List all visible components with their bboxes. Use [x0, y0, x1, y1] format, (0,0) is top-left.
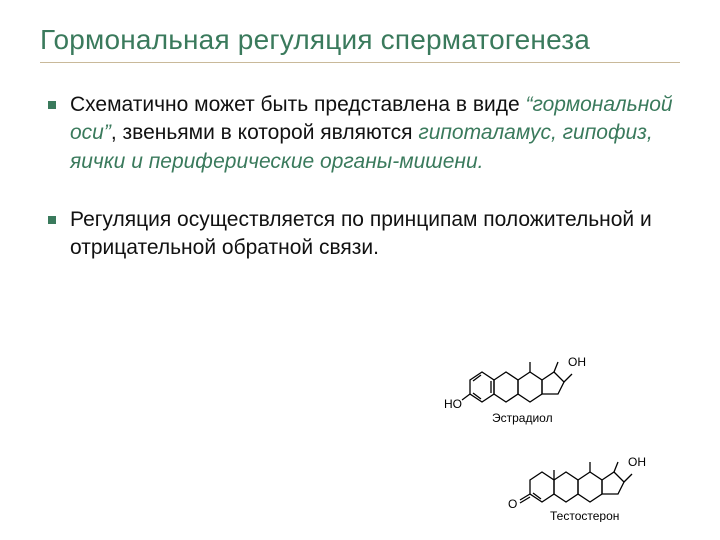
molecule-diagram: HO OH Эстрадиол: [440, 322, 690, 522]
estradiol-ho-label: HO: [444, 397, 462, 411]
estradiol-oh-label: OH: [568, 355, 586, 369]
estradiol-structure: HO OH: [444, 355, 586, 411]
testosterone-oh-label: OH: [628, 455, 646, 469]
testosterone-o-label: O: [508, 497, 517, 511]
bullet-2: Регуляция осуществляется по принципам по…: [46, 206, 680, 263]
molecule-svg: HO OH Эстрадиол: [440, 322, 690, 522]
testosterone-label: Тестостерон: [550, 509, 619, 522]
slide-body: Схематично может быть представлена в вид…: [40, 91, 680, 263]
testosterone-structure: O OH: [508, 455, 646, 511]
bullet-1-pre: Схематично может быть представлена в вид…: [70, 93, 526, 116]
bullet-1-mid: , звеньями в которой являются: [111, 121, 418, 144]
estradiol-label: Эстрадиол: [492, 411, 553, 425]
slide: Гормональная регуляция сперматогенеза Сх…: [0, 0, 720, 540]
slide-title: Гормональная регуляция сперматогенеза: [40, 24, 680, 63]
bullet-1: Схематично может быть представлена в вид…: [46, 91, 680, 176]
bullet-2-text: Регуляция осуществляется по принципам по…: [70, 208, 652, 259]
